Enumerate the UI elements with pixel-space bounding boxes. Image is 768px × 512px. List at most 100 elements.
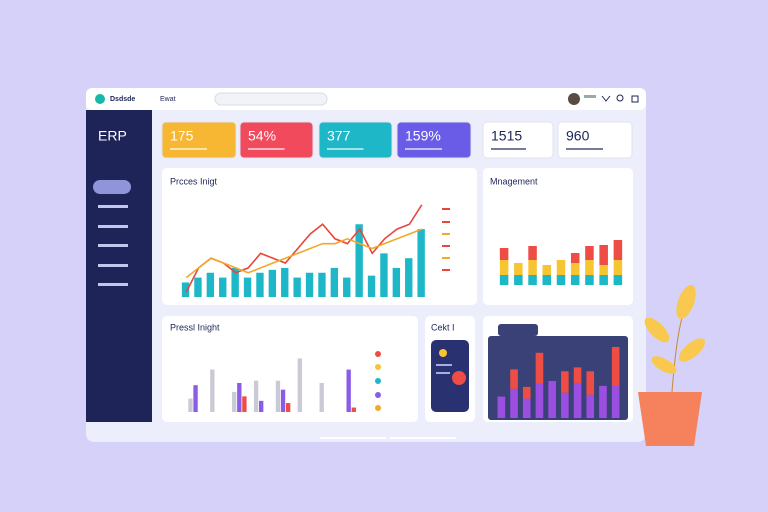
bar-segment bbox=[586, 371, 595, 395]
bar bbox=[330, 267, 339, 297]
bar bbox=[380, 253, 388, 297]
bar-segment bbox=[556, 260, 566, 275]
leaf bbox=[676, 284, 696, 320]
bar-segment bbox=[514, 275, 523, 285]
menu-item[interactable] bbox=[98, 205, 128, 208]
menu-item[interactable] bbox=[98, 283, 128, 286]
kpi-value: 159% bbox=[405, 128, 441, 144]
bar-segment bbox=[561, 392, 569, 418]
bar-segment bbox=[585, 275, 594, 285]
chart-title: Mnagement bbox=[490, 176, 538, 186]
bar bbox=[268, 269, 277, 297]
menu-item-active[interactable] bbox=[93, 180, 131, 194]
bar bbox=[319, 382, 324, 412]
legend-swatch bbox=[442, 233, 450, 235]
kpi-value: 960 bbox=[566, 128, 590, 144]
bar bbox=[256, 272, 264, 297]
leaf bbox=[651, 356, 677, 374]
menu-item[interactable] bbox=[98, 264, 128, 267]
bar bbox=[206, 272, 215, 297]
bar-segment bbox=[599, 245, 608, 265]
legend-swatch bbox=[442, 269, 450, 271]
legend-swatch bbox=[442, 245, 450, 247]
bar-segment bbox=[528, 260, 537, 275]
bar-segment bbox=[599, 265, 608, 275]
bar-segment bbox=[528, 275, 537, 285]
placeholder bbox=[436, 364, 452, 366]
leaf bbox=[678, 338, 706, 362]
plant bbox=[638, 284, 706, 446]
chart-title: Pressl Inight bbox=[170, 322, 220, 332]
bar-segment bbox=[499, 248, 509, 260]
bar bbox=[305, 272, 314, 297]
bar-segment bbox=[613, 275, 623, 285]
kpi-caption bbox=[491, 148, 526, 150]
kpi-value: 377 bbox=[327, 128, 351, 144]
bar-segment bbox=[573, 382, 582, 418]
logo-icon bbox=[95, 94, 105, 104]
bar bbox=[392, 267, 401, 297]
bar bbox=[293, 277, 301, 297]
icon bbox=[452, 371, 466, 385]
pot bbox=[638, 392, 702, 446]
bar-segment bbox=[514, 263, 523, 275]
bar-segment bbox=[548, 381, 556, 418]
legend-swatch bbox=[442, 208, 450, 210]
bar bbox=[181, 282, 190, 297]
card-title: Cekt I bbox=[431, 322, 455, 332]
avatar[interactable] bbox=[568, 93, 580, 105]
bar bbox=[275, 380, 281, 412]
kpi-value: 54% bbox=[248, 128, 276, 144]
logo: Dsdsde bbox=[110, 96, 135, 103]
bar bbox=[253, 380, 259, 412]
bar bbox=[237, 382, 242, 412]
kpi-caption bbox=[405, 148, 442, 150]
kpi-caption bbox=[327, 148, 364, 150]
bar bbox=[355, 224, 363, 297]
icon[interactable] bbox=[616, 94, 624, 102]
scrollbar bbox=[390, 437, 456, 439]
menu-item[interactable] bbox=[98, 225, 128, 228]
legend-swatch bbox=[442, 221, 450, 223]
icon[interactable] bbox=[631, 95, 639, 103]
menu-items bbox=[98, 205, 128, 286]
scrollbar bbox=[320, 437, 386, 439]
bar-segment bbox=[570, 253, 580, 263]
bar-segment bbox=[611, 385, 620, 418]
bar-segment bbox=[561, 371, 569, 393]
bar-segment bbox=[510, 388, 518, 418]
bar bbox=[242, 396, 247, 412]
bar bbox=[280, 389, 286, 412]
bar-segment bbox=[510, 369, 518, 389]
panel bbox=[162, 316, 418, 422]
bar bbox=[417, 229, 425, 297]
kpi-value: 175 bbox=[170, 128, 194, 144]
legend-swatch bbox=[375, 364, 381, 370]
kpi-caption bbox=[248, 148, 285, 150]
menu[interactable]: Ewat bbox=[160, 96, 176, 103]
bar bbox=[231, 267, 239, 297]
bar bbox=[346, 369, 351, 412]
bar bbox=[405, 258, 413, 297]
chart-title: Prcces Inigt bbox=[170, 176, 218, 186]
bar-segment bbox=[542, 275, 552, 285]
bar bbox=[297, 358, 302, 412]
legend-swatch bbox=[375, 405, 381, 411]
bar bbox=[232, 391, 237, 412]
search-box[interactable] bbox=[214, 92, 328, 106]
menu-item[interactable] bbox=[98, 244, 128, 247]
bar-segment bbox=[585, 246, 594, 260]
kpi-caption bbox=[170, 148, 207, 150]
bar bbox=[259, 400, 264, 412]
bar-segment bbox=[535, 352, 544, 384]
user-placeholder bbox=[584, 95, 596, 98]
icon[interactable] bbox=[601, 95, 611, 102]
bar bbox=[194, 277, 202, 297]
bar-segment bbox=[586, 394, 595, 418]
bar bbox=[351, 407, 356, 412]
kpi-value: 1515 bbox=[491, 128, 522, 144]
tab[interactable] bbox=[498, 324, 538, 336]
leaf bbox=[644, 317, 670, 343]
placeholder bbox=[436, 372, 450, 374]
